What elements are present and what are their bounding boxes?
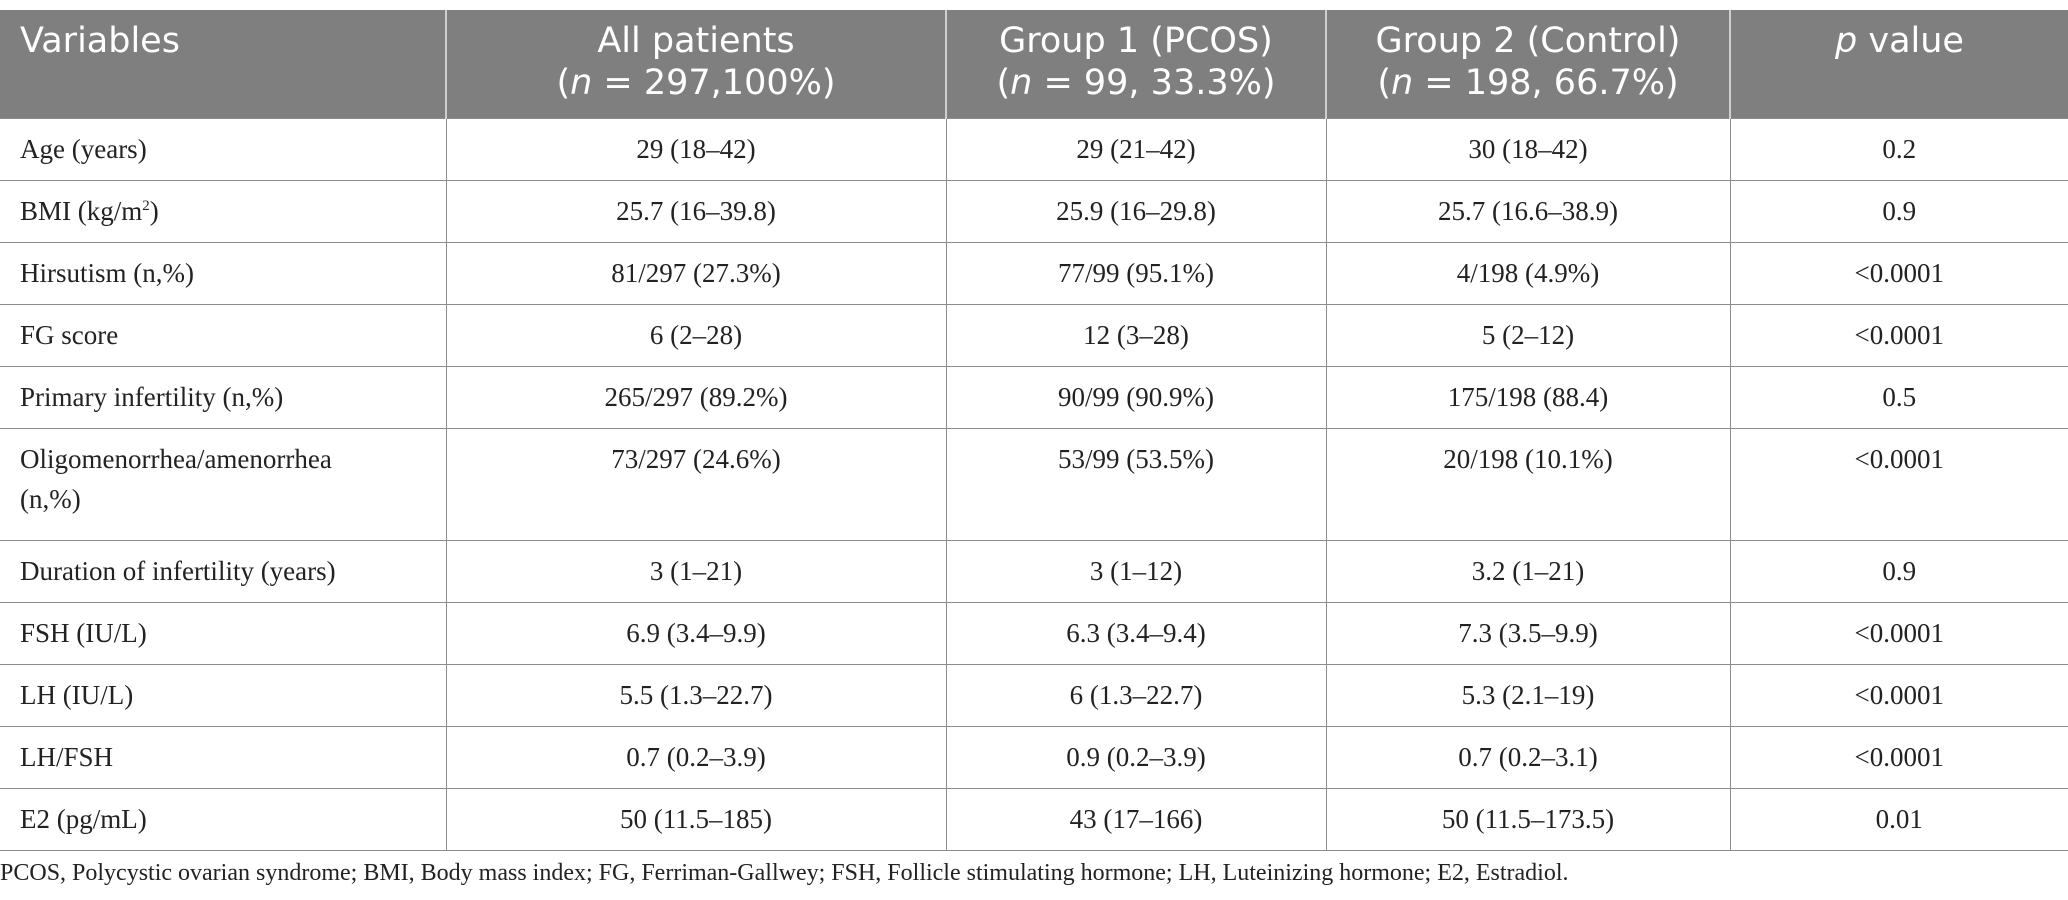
cell-all: 25.7 (16–39.8) [445,179,946,242]
cell-variable: Primary infertility (n,%) [0,365,446,428]
cell-pcos: 0.9 (0.2–3.9) [945,725,1326,788]
header-group2-n: (n = 198, 66.7%) [1377,63,1679,103]
cell-pcos: 53/99 (53.5%) [945,427,1326,540]
cell-pcos: 12 (3–28) [945,303,1326,366]
cell-p: <0.0001 [1729,303,2068,366]
cell-p: <0.0001 [1729,725,2068,788]
cell-variable: LH (IU/L) [0,663,446,726]
header-group2-title: Group 2 (Control) [1375,21,1681,61]
cell-variable: BMI (kg/m2) [0,179,446,242]
header-group1-n-value: = 99, 33.3%) [1032,63,1276,103]
table-row: FG score 6 (2–28) 12 (3–28) 5 (2–12) <0.… [0,303,2068,366]
cell-p: <0.0001 [1729,241,2068,304]
table-row: FSH (IU/L) 6.9 (3.4–9.9) 6.3 (3.4–9.4) 7… [0,601,2068,664]
cell-p: 0.01 [1729,787,2068,851]
cell-all: 29 (18–42) [445,117,946,180]
header-all-patients-n-symbol: n [570,63,593,103]
patient-characteristics-table: Variables All patients (n = 297,100%) Gr… [0,10,2068,851]
cell-all: 3 (1–21) [445,539,946,602]
cell-variable: FSH (IU/L) [0,601,446,664]
cell-control: 7.3 (3.5–9.9) [1325,601,1730,664]
table-row: Duration of infertility (years) 3 (1–21)… [0,539,2068,602]
cell-all: 5.5 (1.3–22.7) [445,663,946,726]
cell-control: 4/198 (4.9%) [1325,241,1730,304]
header-all-patients: All patients (n = 297,100%) [445,10,946,118]
cell-control: 30 (18–42) [1325,117,1730,180]
cell-variable-line2: (n,%) [20,483,81,514]
cell-p: 0.9 [1729,539,2068,602]
cell-all: 265/297 (89.2%) [445,365,946,428]
header-group2-n-symbol: n [1390,63,1414,103]
cell-pcos: 6.3 (3.4–9.4) [945,601,1326,664]
cell-variable: Hirsutism (n,%) [0,241,446,304]
cell-all: 6.9 (3.4–9.9) [445,601,946,664]
header-variables: Variables [0,10,446,118]
cell-variable: E2 (pg/mL) [0,787,446,851]
table-container: Variables All patients (n = 297,100%) Gr… [0,10,2068,851]
cell-control: 5 (2–12) [1325,303,1730,366]
header-row: Variables All patients (n = 297,100%) Gr… [0,10,2068,118]
header-all-patients-title: All patients [597,21,795,61]
header-group2-n-value: = 198, 66.7%) [1413,63,1679,103]
table-row: LH (IU/L) 5.5 (1.3–22.7) 6 (1.3–22.7) 5.… [0,663,2068,726]
table-row: Age (years) 29 (18–42) 29 (21–42) 30 (18… [0,117,2068,180]
cell-all: 6 (2–28) [445,303,946,366]
header-group1-title: Group 1 (PCOS) [999,21,1273,61]
cell-variable: Duration of infertility (years) [0,539,446,602]
header-p-symbol: p [1835,21,1858,61]
cell-p: 0.5 [1729,365,2068,428]
cell-variable-text: BMI (kg/m [20,195,143,226]
header-p-rest: value [1857,21,1964,61]
cell-pcos: 3 (1–12) [945,539,1326,602]
cell-variable-line1: Oligomenorrhea/amenorrhea [20,443,332,474]
cell-all: 50 (11.5–185) [445,787,946,851]
cell-control: 175/198 (88.4) [1325,365,1730,428]
cell-p: <0.0001 [1729,663,2068,726]
cell-p: 0.9 [1729,179,2068,242]
cell-pcos: 29 (21–42) [945,117,1326,180]
header-variables-label: Variables [20,21,180,61]
cell-variable: LH/FSH [0,725,446,788]
cell-variable: Age (years) [0,117,446,180]
header-group1-n: (n = 99, 33.3%) [996,63,1276,103]
cell-variable: Oligomenorrhea/amenorrhea (n,%) [0,427,446,540]
cell-pcos: 43 (17–166) [945,787,1326,851]
table-row: Primary infertility (n,%) 265/297 (89.2%… [0,365,2068,428]
header-group1-n-symbol: n [1010,63,1033,103]
cell-control: 0.7 (0.2–3.1) [1325,725,1730,788]
table-row: LH/FSH 0.7 (0.2–3.9) 0.9 (0.2–3.9) 0.7 (… [0,725,2068,788]
cell-control: 25.7 (16.6–38.9) [1325,179,1730,242]
table-row: E2 (pg/mL) 50 (11.5–185) 43 (17–166) 50 … [0,787,2068,851]
table-row: Hirsutism (n,%) 81/297 (27.3%) 77/99 (95… [0,241,2068,304]
cell-control: 50 (11.5–173.5) [1325,787,1730,851]
cell-p: <0.0001 [1729,601,2068,664]
table-row: BMI (kg/m2) 25.7 (16–39.8) 25.9 (16–29.8… [0,179,2068,242]
cell-all: 0.7 (0.2–3.9) [445,725,946,788]
cell-all: 73/297 (24.6%) [445,427,946,540]
header-group2-control: Group 2 (Control) (n = 198, 66.7%) [1325,10,1730,118]
table-header: Variables All patients (n = 297,100%) Gr… [0,10,2068,118]
cell-control: 5.3 (2.1–19) [1325,663,1730,726]
cell-control: 20/198 (10.1%) [1325,427,1730,540]
cell-all: 81/297 (27.3%) [445,241,946,304]
cell-variable: FG score [0,303,446,366]
table-footnote: PCOS, Polycystic ovarian syndrome; BMI, … [0,860,1569,886]
cell-pcos: 77/99 (95.1%) [945,241,1326,304]
cell-variable-superscript: 2 [142,197,150,214]
header-p-value: p value [1729,10,2068,118]
header-all-patients-n-value: = 297,100%) [592,63,836,103]
table-body: Age (years) 29 (18–42) 29 (21–42) 30 (18… [0,117,2068,851]
cell-variable-suffix: ) [149,195,159,226]
cell-p: <0.0001 [1729,427,2068,540]
cell-pcos: 6 (1.3–22.7) [945,663,1326,726]
cell-control: 3.2 (1–21) [1325,539,1730,602]
cell-p: 0.2 [1729,117,2068,180]
table-row: Oligomenorrhea/amenorrhea (n,%) 73/297 (2… [0,427,2068,540]
header-all-patients-n: (n = 297,100%) [556,63,836,103]
cell-pcos: 25.9 (16–29.8) [945,179,1326,242]
header-group1-pcos: Group 1 (PCOS) (n = 99, 33.3%) [945,10,1326,118]
cell-pcos: 90/99 (90.9%) [945,365,1326,428]
